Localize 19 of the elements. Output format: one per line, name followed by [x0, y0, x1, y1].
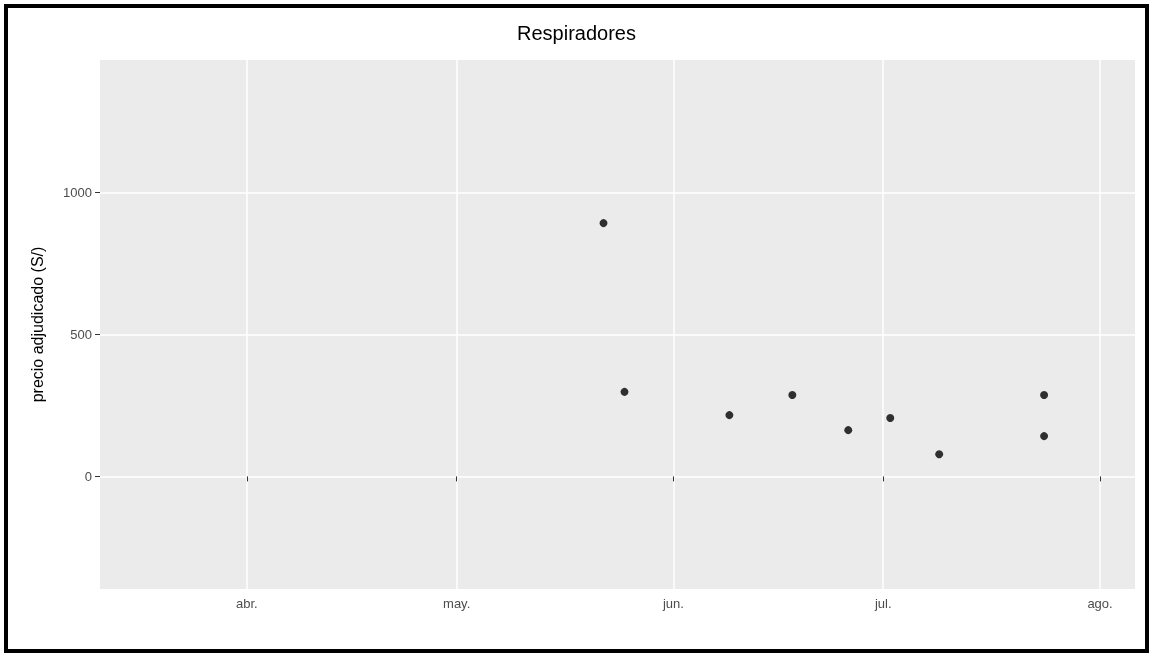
point	[1040, 432, 1049, 441]
x-tick-label: jul.	[873, 596, 892, 611]
x-tick-label: jun.	[661, 596, 684, 611]
point	[620, 387, 629, 396]
point	[1040, 390, 1049, 399]
point	[725, 411, 734, 420]
point	[788, 390, 797, 399]
y-tick-label: 500	[70, 327, 92, 343]
point	[599, 219, 608, 228]
y-tick-label: 1000	[63, 185, 92, 201]
x-tick-label: may.	[443, 596, 471, 611]
chart-title: Respiradores	[517, 22, 636, 44]
y-axis-title: precio adjudicado (S/)	[28, 246, 46, 403]
point	[935, 450, 944, 459]
point	[844, 426, 853, 435]
y-tick-label: 0	[84, 468, 92, 484]
x-tick-label: abr.	[236, 596, 258, 611]
point	[886, 413, 895, 422]
x-tick-label: ago.	[1087, 596, 1113, 611]
